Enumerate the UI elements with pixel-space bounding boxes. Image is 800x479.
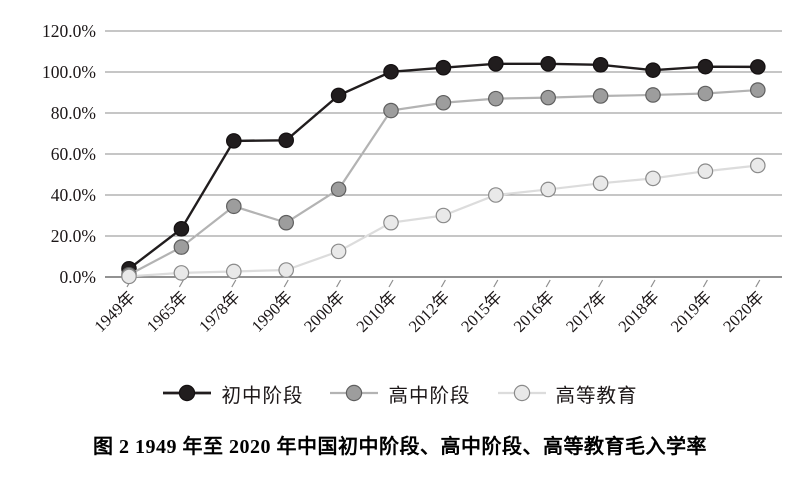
data-point-高等教育: [435, 207, 452, 224]
legend-item-junior-secondary: 初中阶段: [162, 379, 303, 408]
x-axis-tick-label: 2017年: [562, 287, 610, 335]
data-point-高等教育: [697, 163, 714, 180]
data-point-高等教育: [278, 262, 294, 278]
data-point-初中阶段: [278, 132, 294, 149]
data-point-高中阶段: [749, 82, 766, 98]
x-axis-tick: [388, 279, 394, 288]
y-axis-tick-label: 20.0%: [51, 226, 96, 246]
chart-area: 0.0% 20.0% 40.0% 60.0% 80.0% 100.0% 120.0% 1949…: [42, 21, 782, 336]
legend-item-higher-education: 高等教育: [497, 379, 638, 408]
x-axis-tick: [650, 279, 656, 288]
data-point-高等教育: [749, 157, 766, 174]
data-point-初中阶段: [173, 221, 190, 237]
figure-caption: 图 2 1949 年至 2020 年中国初中阶段、高中阶段、高等教育毛入学率: [93, 436, 707, 458]
x-axis-tick-label: 1949年: [90, 287, 138, 335]
legend-item-senior-secondary: 高中阶段: [329, 379, 470, 408]
series-line-高中阶段: [128, 88, 758, 276]
data-point-初中阶段: [487, 55, 504, 72]
data-point-高等教育: [121, 268, 137, 285]
x-axis-tick: [231, 279, 237, 288]
data-point-高等教育: [226, 263, 242, 280]
x-axis-tick: [755, 279, 761, 288]
data-point-初中阶段: [645, 62, 661, 78]
x-axis-tick: [545, 279, 551, 288]
legend-marker-higher-education-icon: [497, 384, 546, 402]
legend-label-higher-education: 高等教育: [555, 385, 638, 407]
chart-svg: 0.0% 20.0% 40.0% 60.0% 80.0% 100.0% 120.0% 1949…: [42, 21, 782, 336]
data-point-初中阶段: [749, 59, 766, 75]
data-point-高中阶段: [330, 181, 347, 198]
legend-dot-junior: [179, 384, 196, 402]
data-point-高中阶段: [278, 214, 294, 231]
x-axis-tick: [440, 279, 446, 288]
data-point-初中阶段: [697, 58, 714, 75]
y-axis-tick-label: 40.0%: [51, 185, 96, 205]
y-axis-tick-label: 80.0%: [51, 103, 96, 123]
data-point-初中阶段: [383, 63, 399, 80]
data-point-高中阶段: [487, 90, 504, 107]
data-point-高等教育: [540, 181, 556, 198]
x-axis-tick-label: 2020年: [719, 287, 767, 335]
data-point-高中阶段: [540, 89, 556, 106]
data-point-高中阶段: [173, 239, 190, 255]
data-point-高等教育: [330, 243, 347, 260]
x-axis-tick-label: 1965年: [143, 287, 191, 335]
data-point-高中阶段: [383, 102, 399, 119]
y-axis-tick-label: 60.0%: [51, 144, 96, 164]
data-point-高等教育: [487, 187, 504, 203]
legend-marker-junior-secondary-icon: [163, 384, 212, 402]
data-point-初中阶段: [226, 133, 242, 149]
data-point-高中阶段: [697, 85, 714, 102]
x-axis-tick: [493, 279, 499, 288]
data-point-高中阶段: [645, 87, 661, 103]
legend-label-senior-secondary: 高中阶段: [388, 385, 471, 407]
data-point-高中阶段: [592, 88, 609, 104]
y-axis-tick-label: 0.0%: [60, 267, 96, 287]
data-point-高等教育: [592, 175, 609, 192]
legend-marker-senior-secondary-icon: [330, 384, 379, 402]
x-axis-tick-label: 2012年: [405, 287, 453, 335]
x-axis-tick-label: 2016年: [510, 287, 558, 335]
data-point-初中阶段: [540, 55, 556, 72]
x-axis-tick-label: 1990年: [248, 287, 296, 335]
data-point-高等教育: [645, 170, 661, 187]
legend-dot-senior: [346, 384, 363, 402]
x-axis-tick-label: 2000年: [300, 287, 348, 335]
data-point-初中阶段: [435, 59, 452, 76]
x-axis-tick-label: 1978年: [195, 287, 243, 335]
data-point-初中阶段: [592, 57, 609, 73]
x-axis-tick: [178, 279, 184, 288]
data-point-初中阶段: [330, 87, 347, 104]
x-axis-tick: [702, 279, 708, 288]
legend-label-junior-secondary: 初中阶段: [221, 385, 304, 407]
x-axis-tick: [598, 279, 604, 288]
y-axis-tick-label: 120.0%: [42, 21, 96, 41]
data-point-高中阶段: [435, 94, 452, 111]
data-point-高中阶段: [226, 198, 242, 215]
legend: 初中阶段 高中阶段 高等教育: [0, 372, 800, 414]
y-axis-tick-label: 100.0%: [42, 62, 96, 82]
x-axis-tick-label: 2010年: [352, 287, 400, 335]
x-axis-tick-label: 2019年: [667, 287, 715, 335]
data-point-高等教育: [173, 265, 190, 281]
x-axis-tick: [283, 279, 289, 288]
x-axis-tick: [336, 279, 342, 288]
data-point-高等教育: [383, 214, 399, 231]
legend-dot-higher: [513, 384, 530, 402]
x-axis-tick-label: 2015年: [457, 287, 505, 335]
x-axis-tick-label: 2018年: [614, 287, 662, 335]
